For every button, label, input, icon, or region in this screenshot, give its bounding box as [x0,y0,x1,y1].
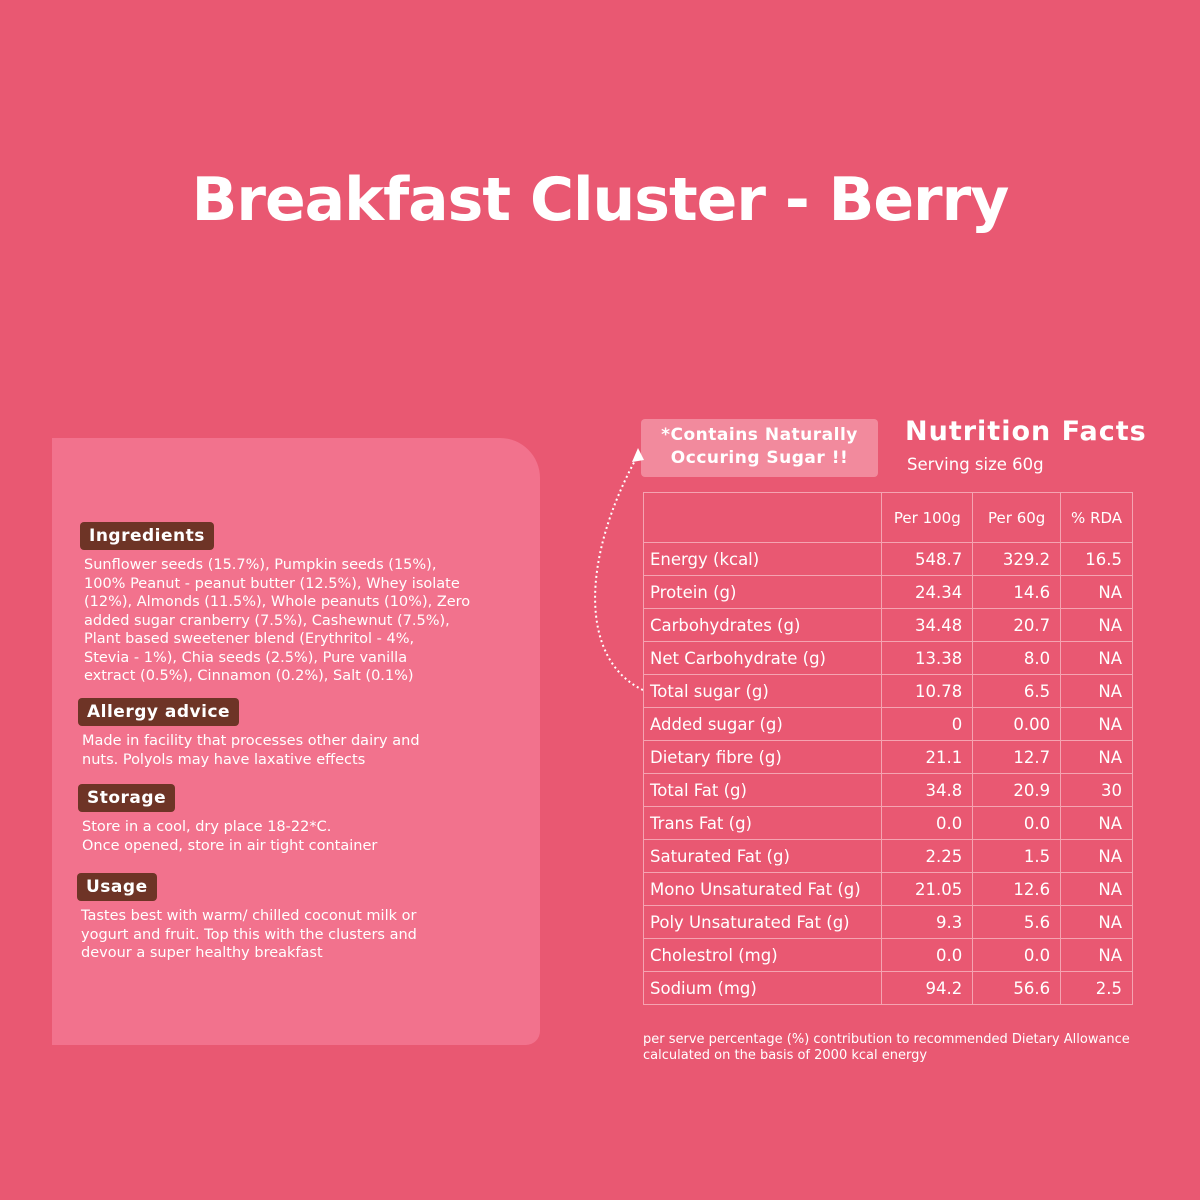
nutrient-value: NA [1060,806,1133,840]
storage-section: Storage Store in a cool, dry place 18-22… [78,784,528,855]
nutrition-table: Per 100g Per 60g% RDA Energy (kcal) 548.7 32… [642,492,1133,1005]
nutrient-value: 20.9 [972,773,1062,807]
nutrient-value: 0.0 [972,938,1062,972]
serving-size: Serving size 60g [907,455,1044,474]
nutrient-value: 10.78 [881,674,974,708]
table-row: Net Carbohydrate (g) 13.38 8.0 NA [642,641,1133,675]
nutrient-value: 13.38 [881,641,974,675]
nutrient-value: 12.6 [972,872,1062,906]
rda-footnote: per serve percentage (%) contribution to… [643,1032,1130,1063]
nutrient-value: 0 [881,707,974,741]
column-header: Per 100g [881,492,974,543]
table-header-row: Per 100g Per 60g% RDA [642,492,1133,543]
nutrient-value: 329.2 [972,542,1062,576]
section-label: Ingredients [80,522,214,550]
section-label: Allergy advice [78,698,240,726]
info-panel: Ingredients Sunflower seeds (15.7%), Pum… [52,438,540,1045]
table-row: Added sugar (g) 0 0.00 NA [642,707,1133,741]
nutrient-value: 6.5 [972,674,1062,708]
nutrient-name: Added sugar (g) [642,707,883,741]
table-row: Dietary fibre (g) 21.1 12.7 NA [642,740,1133,774]
nutrient-value: 21.05 [881,872,974,906]
nutrient-name: Total Fat (g) [642,773,883,807]
nutrient-name: Protein (g) [642,575,883,609]
table-row: Carbohydrates (g) 34.48 20.7 NA [642,608,1133,642]
nutrient-value: NA [1060,575,1133,609]
nutrient-value: 20.7 [972,608,1062,642]
nutrient-name: Dietary fibre (g) [642,740,883,774]
nutrient-value: 56.6 [972,971,1062,1005]
nutrient-value: 24.34 [881,575,974,609]
section-text: Made in facility that processes other da… [82,733,420,768]
nutrient-value: NA [1060,905,1133,939]
nutrient-value: NA [1060,872,1133,906]
natural-sugar-note: *Contains Naturally Occuring Sugar !! [641,419,878,477]
nutrient-value: NA [1060,641,1133,675]
usage-section: Usage Tastes best with warm/ chilled coc… [77,873,527,963]
nutrient-value: 548.7 [881,542,974,576]
table-row: Energy (kcal) 548.7 329.2 16.5 [642,542,1133,576]
nutrient-value: 12.7 [972,740,1062,774]
section-text: Store in a cool, dry place 18-22*C. Once… [82,819,378,854]
nutrient-value: 0.0 [881,938,974,972]
section-text: Sunflower seeds (15.7%), Pumpkin seeds (… [84,557,471,684]
nutrient-value: NA [1060,608,1133,642]
nutrient-value: 0.00 [972,707,1062,741]
nutrient-value: 21.1 [881,740,974,774]
nutrient-value: 34.48 [881,608,974,642]
nutrient-name: Poly Unsaturated Fat (g) [642,905,883,939]
table-row: Total Fat (g) 34.8 20.9 30 [642,773,1133,807]
table-row: Trans Fat (g) 0.0 0.0 NA [642,806,1133,840]
column-header: Per 60g [972,492,1062,543]
nutrient-value: 0.0 [881,806,974,840]
table-row: Protein (g) 24.34 14.6 NA [642,575,1133,609]
nutrient-value: NA [1060,740,1133,774]
nutrient-value: NA [1060,707,1133,741]
nutrient-value: 30 [1060,773,1133,807]
page-title: Breakfast Cluster - Berry [191,165,1010,235]
nutrient-name: Sodium (mg) [642,971,883,1005]
section-text: Tastes best with warm/ chilled coconut m… [81,908,417,961]
nutrient-value: 34.8 [881,773,974,807]
nutrient-value: 9.3 [881,905,974,939]
nutrient-value: 5.6 [972,905,1062,939]
nutrient-name: Carbohydrates (g) [642,608,883,642]
section-label: Usage [77,873,157,901]
nutrition-heading: Nutrition Facts [905,416,1147,447]
nutrient-value: 2.5 [1060,971,1133,1005]
column-header [642,492,883,543]
column-header: % RDA [1060,492,1133,543]
nutrient-name: Saturated Fat (g) [642,839,883,873]
nutrient-value: 94.2 [881,971,974,1005]
nutrient-value: 0.0 [972,806,1062,840]
nutrient-value: NA [1060,938,1133,972]
nutrient-value: 14.6 [972,575,1062,609]
table-row: Total sugar (g) 10.78 6.5 NA [642,674,1133,708]
nutrient-value: NA [1060,839,1133,873]
nutrient-name: Trans Fat (g) [642,806,883,840]
nutrient-name: Cholestrol (mg) [642,938,883,972]
ingredients-section: Ingredients Sunflower seeds (15.7%), Pum… [80,522,530,686]
nutrient-value: 1.5 [972,839,1062,873]
nutrient-name: Energy (kcal) [642,542,883,576]
table-row: Mono Unsaturated Fat (g) 21.05 12.6 NA [642,872,1133,906]
allergy-section: Allergy advice Made in facility that pro… [78,698,528,769]
nutrient-value: 2.25 [881,839,974,873]
table-row: Saturated Fat (g) 2.25 1.5 NA [642,839,1133,873]
nutrient-value: NA [1060,674,1133,708]
table-row: Sodium (mg) 94.2 56.6 2.5 [642,971,1133,1005]
nutrient-value: 16.5 [1060,542,1133,576]
nutrient-name: Net Carbohydrate (g) [642,641,883,675]
nutrient-name: Total sugar (g) [642,674,883,708]
table-row: Poly Unsaturated Fat (g) 9.3 5.6 NA [642,905,1133,939]
section-label: Storage [78,784,176,812]
dotted-arrow-icon [594,448,644,691]
nutrient-value: 8.0 [972,641,1062,675]
table-row: Cholestrol (mg) 0.0 0.0 NA [642,938,1133,972]
nutrient-name: Mono Unsaturated Fat (g) [642,872,883,906]
